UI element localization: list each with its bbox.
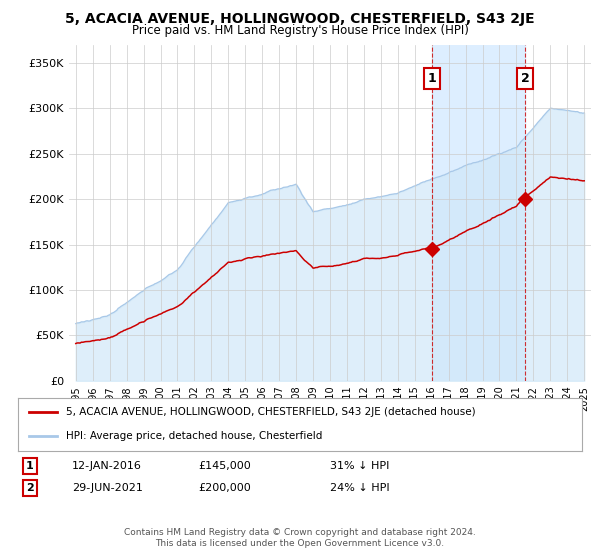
Text: 24% ↓ HPI: 24% ↓ HPI (330, 483, 389, 493)
Text: 2: 2 (26, 483, 34, 493)
Bar (433, 45, 525, 381)
Text: 31% ↓ HPI: 31% ↓ HPI (330, 461, 389, 471)
Text: Price paid vs. HM Land Registry's House Price Index (HPI): Price paid vs. HM Land Registry's House … (131, 24, 469, 36)
Text: £200,000: £200,000 (198, 483, 251, 493)
Text: £145,000: £145,000 (198, 461, 251, 471)
Text: 2: 2 (521, 72, 529, 85)
Text: Contains HM Land Registry data © Crown copyright and database right 2024.
This d: Contains HM Land Registry data © Crown c… (124, 528, 476, 548)
Text: 1: 1 (26, 461, 34, 471)
Text: 5, ACACIA AVENUE, HOLLINGWOOD, CHESTERFIELD, S43 2JE: 5, ACACIA AVENUE, HOLLINGWOOD, CHESTERFI… (65, 12, 535, 26)
Text: 12-JAN-2016: 12-JAN-2016 (72, 461, 142, 471)
Text: 5, ACACIA AVENUE, HOLLINGWOOD, CHESTERFIELD, S43 2JE (detached house): 5, ACACIA AVENUE, HOLLINGWOOD, CHESTERFI… (66, 408, 476, 418)
Text: 1: 1 (428, 72, 437, 85)
Text: HPI: Average price, detached house, Chesterfield: HPI: Average price, detached house, Ches… (66, 431, 322, 441)
Text: 29-JUN-2021: 29-JUN-2021 (72, 483, 143, 493)
